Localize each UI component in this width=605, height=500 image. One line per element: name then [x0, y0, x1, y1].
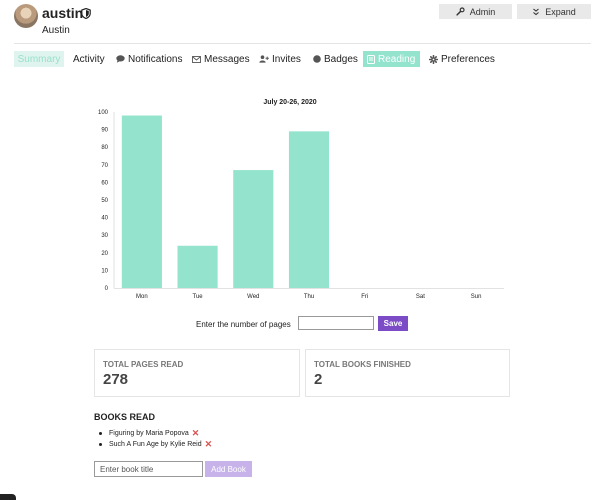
pages-form-label: Enter the number of pages	[196, 320, 291, 329]
tab-reading[interactable]: Reading	[363, 51, 420, 67]
total-books-label: TOTAL BOOKS FINISHED	[314, 360, 411, 369]
x-tick-label: Thu	[304, 294, 314, 300]
books-read-heading: BOOKS READ	[94, 412, 156, 422]
x-tick-label: Wed	[247, 294, 259, 300]
x-tick-label: Sat	[416, 294, 425, 300]
y-tick-label: 10	[101, 268, 108, 274]
expand-label: Expand	[545, 6, 576, 17]
admin-label: Admin	[469, 6, 496, 17]
book-title-input[interactable]	[94, 461, 203, 477]
expand-button[interactable]: Expand	[517, 4, 591, 19]
x-tick-label: Sun	[471, 294, 482, 300]
y-tick-label: 30	[101, 233, 108, 239]
y-tick-label: 70	[101, 163, 108, 169]
y-tick-label: 60	[101, 180, 108, 186]
tab-activity-label: Activity	[73, 53, 105, 65]
full-name: Austin	[42, 25, 70, 36]
add-book-button[interactable]: Add Book	[205, 461, 252, 477]
y-tick-label: 20	[101, 251, 108, 257]
envelope-icon	[192, 55, 201, 63]
total-books-value: 2	[314, 371, 323, 388]
x-tick-label: Tue	[193, 294, 204, 300]
book-icon	[367, 54, 375, 64]
gear-icon	[429, 54, 438, 64]
speech-bubble-icon	[116, 55, 125, 63]
tab-badges[interactable]: Badges	[309, 51, 358, 67]
reading-chart: 0 10 20 30 40 50 60 70 80 90 100 Mon Tue Wed Thu Fri Sat…	[98, 110, 504, 300]
chevron-double-down-icon	[533, 8, 540, 15]
book-title: Such A Fun Age by Kylie Reid	[109, 441, 202, 448]
tab-invites[interactable]: Invites	[255, 51, 303, 67]
tab-summary-label: Summary	[17, 53, 61, 65]
tab-messages[interactable]: Messages	[188, 51, 250, 67]
y-tick-label: 80	[101, 145, 108, 151]
list-item: Figuring by Maria Popova ✕	[94, 428, 212, 439]
total-pages-card: TOTAL PAGES READ 278	[94, 349, 300, 397]
chart-title: July 20-26, 2020	[263, 99, 317, 106]
tab-notifications-label: Notifications	[128, 53, 183, 65]
remove-book-icon[interactable]: ✕	[204, 439, 213, 449]
tab-reading-label: Reading	[378, 53, 416, 65]
tab-badges-label: Badges	[324, 53, 358, 65]
save-button[interactable]: Save	[378, 316, 408, 331]
book-title: Figuring by Maria Popova	[109, 430, 189, 437]
x-tick-label: Fri	[361, 294, 368, 300]
y-tick-label: 100	[98, 110, 109, 116]
bar-wed	[233, 170, 274, 288]
tab-invites-label: Invites	[272, 53, 301, 65]
reading-chart-svg: 0 10 20 30 40 50 60 70 80 90 100 Mon Tue Wed Thu Fri Sat…	[98, 110, 504, 300]
remove-book-icon[interactable]: ✕	[191, 428, 200, 438]
y-tick-label: 0	[105, 286, 109, 292]
tab-messages-label: Messages	[204, 53, 250, 65]
username: austin	[42, 5, 84, 21]
pages-input[interactable]	[298, 316, 374, 330]
y-tick-label: 90	[101, 128, 108, 134]
circle-icon	[313, 55, 321, 63]
bar-mon	[121, 115, 162, 289]
tab-preferences-label: Preferences	[441, 53, 495, 65]
bullet	[99, 432, 102, 435]
shield-icon	[81, 8, 91, 19]
tab-summary[interactable]: Summary	[14, 51, 64, 67]
corner-tab	[0, 494, 16, 500]
list-item: Such A Fun Age by Kylie Reid ✕	[94, 439, 212, 450]
tab-activity[interactable]: Activity	[69, 51, 107, 67]
bar-tue	[177, 245, 218, 288]
y-tick-label: 40	[101, 216, 108, 222]
total-pages-label: TOTAL PAGES READ	[103, 360, 184, 369]
avatar[interactable]	[14, 4, 38, 28]
bullet	[99, 443, 102, 446]
x-tick-label: Mon	[136, 294, 148, 300]
admin-button[interactable]: Admin	[439, 4, 512, 19]
tab-notifications[interactable]: Notifications	[112, 51, 184, 67]
bar-thu	[288, 131, 330, 288]
tab-preferences[interactable]: Preferences	[425, 51, 495, 67]
total-books-card: TOTAL BOOKS FINISHED 2	[305, 349, 510, 397]
wrench-icon	[456, 7, 465, 16]
header-divider	[14, 43, 591, 44]
book-list: Figuring by Maria Popova ✕ Such A Fun Ag…	[94, 428, 212, 450]
user-plus-icon	[259, 55, 269, 63]
y-tick-label: 50	[101, 198, 108, 204]
total-pages-value: 278	[103, 371, 129, 388]
